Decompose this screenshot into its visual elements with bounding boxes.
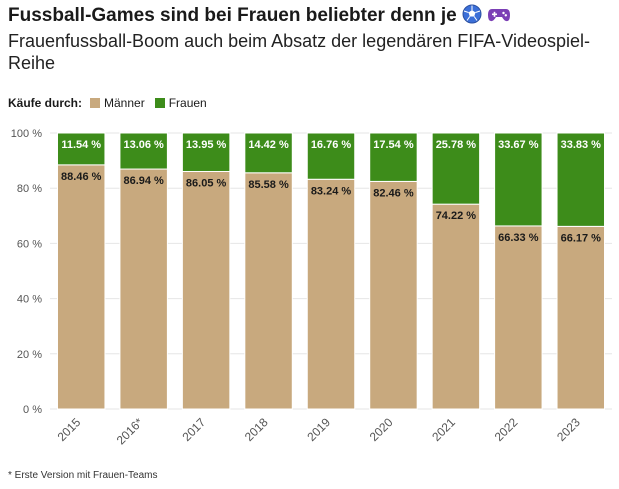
data-label: 74.22 % [436,210,477,222]
bar-frauen [431,132,481,205]
bar-maenner [431,203,481,410]
data-label: 86.94 % [123,175,164,187]
gamepad-icon [487,4,511,30]
bar-maenner [181,171,231,410]
data-label: 25.78 % [436,139,477,151]
legend-text-maenner: Männer [104,96,145,110]
data-label: 13.95 % [186,139,227,151]
data-label: 16.76 % [311,139,352,151]
legend-swatch-maenner [90,98,101,108]
bar-frauen [306,132,356,180]
y-tick-label: 100 % [11,128,42,140]
bar-maenner [119,168,168,410]
data-label: 66.17 % [561,232,602,244]
data-label: 82.46 % [373,187,414,199]
data-label: 33.67 % [498,139,539,151]
chart-title: Fussball-Games sind bei Frauen beliebter… [8,4,511,30]
data-label: 33.83 % [561,139,602,151]
bar-frauen [119,132,168,170]
bar-frauen [56,132,106,166]
legend: Käufe durch: Männer Frauen [8,96,217,110]
bar-frauen [369,132,418,182]
x-tick-label: 2019 [304,415,333,444]
x-tick-label: 2018 [242,415,271,444]
bar-maenner [494,225,543,410]
x-tick-label: 2016* [114,415,146,447]
x-tick-label: 2020 [367,415,396,444]
bar-maenner [56,164,106,410]
y-tick-label: 20 % [17,349,42,361]
bar-frauen [556,132,606,227]
bar-frauen [244,132,293,174]
bar-maenner [556,225,606,410]
y-tick-label: 60 % [17,238,42,250]
x-tick-label: 2017 [179,415,208,444]
x-tick-label: 2022 [492,415,521,444]
data-label: 86.05 % [186,178,227,190]
bar-maenner [244,172,293,410]
footnote: * Erste Version mit Frauen-Teams [8,470,158,481]
x-tick-label: 2015 [55,415,84,444]
bar-maenner [306,178,356,410]
y-tick-label: 80 % [17,183,42,195]
bar-maenner [369,180,418,410]
x-tick-label: 2021 [429,415,458,444]
data-label: 14.42 % [248,139,289,151]
bar-frauen [494,132,543,227]
legend-label: Käufe durch: [8,96,83,110]
data-label: 66.33 % [498,232,539,244]
data-label: 17.54 % [373,139,414,151]
data-label: 13.06 % [123,139,164,151]
y-tick-label: 40 % [17,294,42,306]
x-tick-label: 2023 [554,415,583,444]
soccer-ball-icon [462,4,482,30]
legend-swatch-frauen [154,98,165,108]
data-label: 85.58 % [248,179,289,191]
y-tick-label: 0 % [23,404,42,416]
bar-frauen [181,132,231,173]
legend-item-frauen: Frauen [154,96,207,110]
legend-text-frauen: Frauen [168,96,207,110]
stacked-bar-chart: 0 % 20 % 40 % 60 % 80 % 100 % 88.46 % 11.54 % 20… [11,128,612,447]
data-label: 88.46 % [61,171,102,183]
data-label: 83.24 % [311,185,352,197]
data-label: 11.54 % [61,139,101,151]
chart-subtitle: Frauenfussball-Boom auch beim Absatz der… [8,31,590,73]
legend-item-maenner: Männer [90,96,145,110]
